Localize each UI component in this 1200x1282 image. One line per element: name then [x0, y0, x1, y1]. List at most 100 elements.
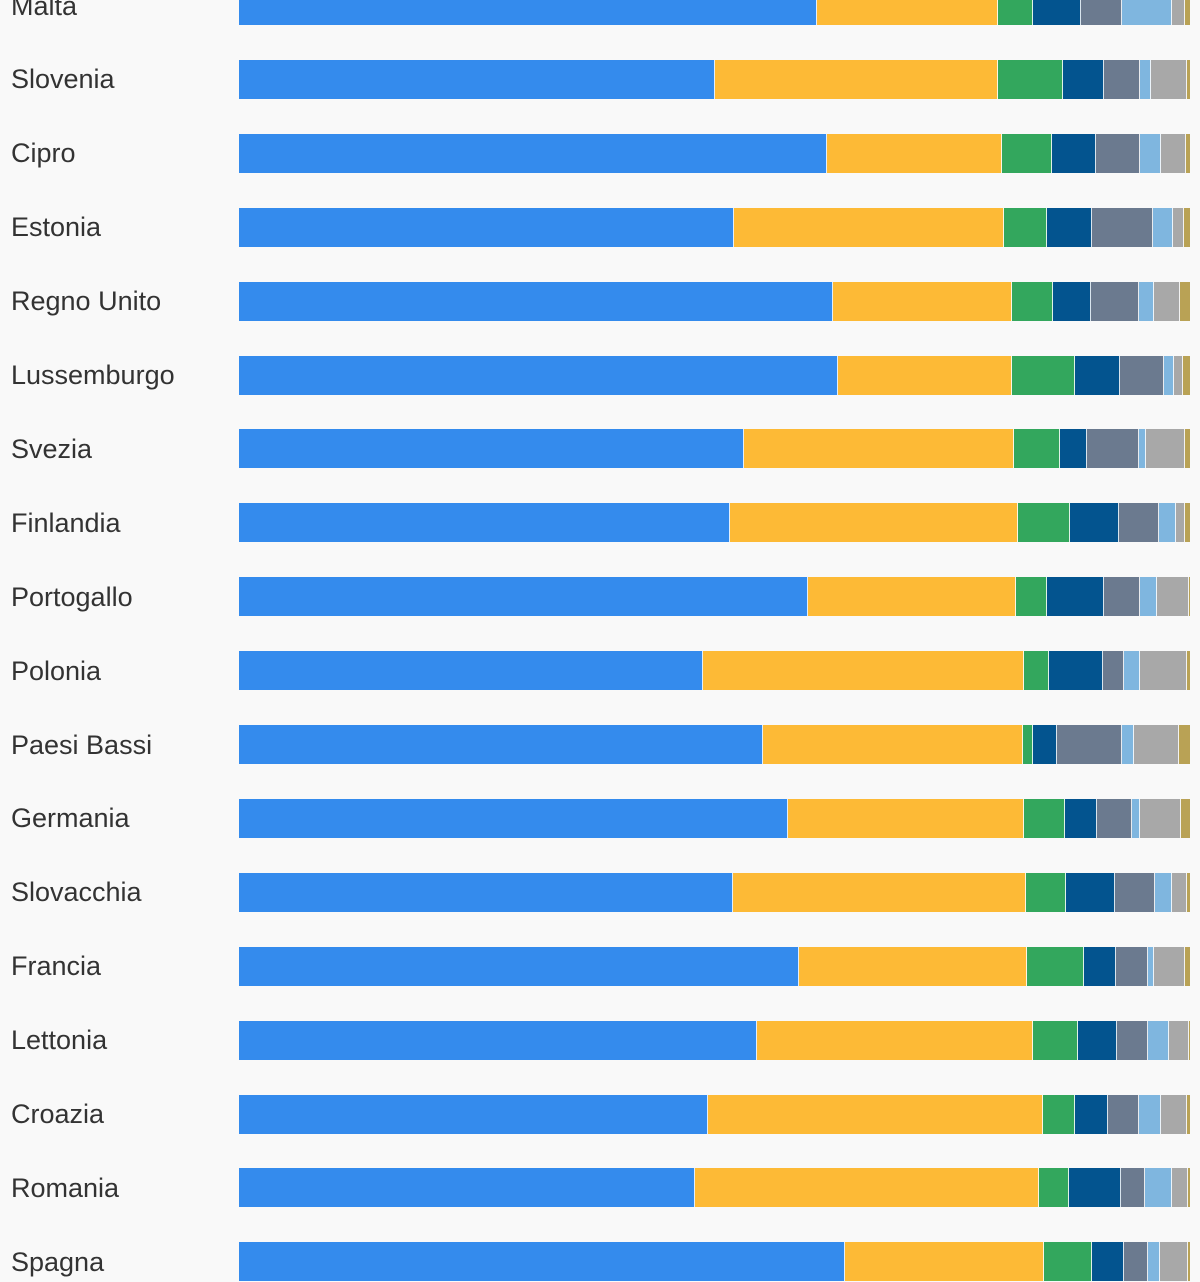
bar-segment[interactable] [1066, 872, 1115, 912]
bar-segment[interactable] [1139, 651, 1188, 691]
bar-segment[interactable] [1185, 946, 1190, 986]
bar-segment[interactable] [1118, 503, 1159, 543]
bar-segment[interactable] [1124, 651, 1140, 691]
bar-segment[interactable] [1012, 355, 1075, 395]
bar-segment[interactable] [1171, 872, 1188, 912]
bar-segment[interactable] [239, 946, 800, 986]
bar-segment[interactable] [1074, 1094, 1109, 1134]
bar-segment[interactable] [1043, 1242, 1093, 1282]
bar-segment[interactable] [1012, 281, 1054, 321]
bar-segment[interactable] [1189, 577, 1190, 617]
bar-segment[interactable] [1161, 1094, 1188, 1134]
bar-segment[interactable] [1056, 725, 1123, 764]
bar-segment[interactable] [239, 1094, 708, 1134]
bar-segment[interactable] [239, 281, 834, 321]
bar-segment[interactable] [1059, 429, 1088, 469]
bar-segment[interactable] [1138, 429, 1147, 469]
bar-segment[interactable] [239, 355, 839, 395]
bar-segment[interactable] [1124, 1242, 1149, 1282]
bar-segment[interactable] [1121, 0, 1172, 25]
bar-segment[interactable] [1185, 429, 1190, 469]
bar-segment[interactable] [1172, 207, 1185, 247]
bar-segment[interactable] [239, 872, 733, 912]
bar-segment[interactable] [1189, 1020, 1190, 1060]
bar-segment[interactable] [239, 651, 704, 691]
bar-segment[interactable] [1159, 1242, 1189, 1282]
bar-segment[interactable] [1084, 946, 1116, 986]
bar-segment[interactable] [1153, 281, 1181, 321]
bar-segment[interactable] [1188, 1168, 1190, 1208]
bar-segment[interactable] [1042, 1094, 1075, 1134]
bar-segment[interactable] [1187, 651, 1190, 691]
bar-segment[interactable] [1133, 725, 1179, 764]
bar-segment[interactable] [1139, 59, 1151, 99]
bar-segment[interactable] [1116, 1020, 1149, 1060]
bar-segment[interactable] [1153, 946, 1186, 986]
bar-segment[interactable] [1187, 872, 1190, 912]
bar-segment[interactable] [1092, 207, 1153, 247]
bar-segment[interactable] [1033, 725, 1057, 764]
bar-segment[interactable] [1151, 59, 1188, 99]
bar-segment[interactable] [1145, 1168, 1172, 1208]
bar-segment[interactable] [1015, 577, 1048, 617]
bar-segment[interactable] [763, 725, 1023, 764]
bar-segment[interactable] [239, 59, 715, 99]
bar-segment[interactable] [239, 798, 788, 838]
bar-segment[interactable] [817, 0, 998, 25]
bar-segment[interactable] [1180, 281, 1190, 321]
bar-segment[interactable] [1047, 207, 1093, 247]
bar-segment[interactable] [1148, 1242, 1160, 1282]
bar-segment[interactable] [1052, 133, 1096, 173]
bar-segment[interactable] [1148, 1020, 1170, 1060]
bar-segment[interactable] [1138, 281, 1154, 321]
bar-segment[interactable] [826, 133, 1002, 173]
bar-segment[interactable] [1120, 1168, 1146, 1208]
bar-segment[interactable] [1102, 651, 1125, 691]
bar-segment[interactable] [1017, 503, 1071, 543]
bar-segment[interactable] [1186, 133, 1190, 173]
bar-segment[interactable] [1173, 355, 1184, 395]
bar-segment[interactable] [239, 1020, 758, 1060]
bar-segment[interactable] [1053, 281, 1092, 321]
bar-segment[interactable] [1164, 355, 1174, 395]
bar-segment[interactable] [1178, 725, 1190, 764]
bar-segment[interactable] [1138, 1094, 1162, 1134]
bar-segment[interactable] [807, 577, 1016, 617]
bar-segment[interactable] [1023, 651, 1050, 691]
bar-segment[interactable] [1181, 798, 1190, 838]
bar-segment[interactable] [703, 651, 1024, 691]
bar-segment[interactable] [239, 133, 827, 173]
bar-segment[interactable] [1014, 429, 1060, 469]
bar-segment[interactable] [714, 59, 998, 99]
bar-segment[interactable] [1065, 798, 1097, 838]
bar-segment[interactable] [1087, 429, 1139, 469]
bar-segment[interactable] [1027, 946, 1085, 986]
bar-segment[interactable] [833, 281, 1013, 321]
bar-segment[interactable] [844, 1242, 1044, 1282]
bar-segment[interactable] [1184, 207, 1190, 247]
bar-segment[interactable] [1169, 1020, 1190, 1060]
bar-segment[interactable] [732, 872, 1027, 912]
bar-segment[interactable] [239, 577, 808, 617]
bar-segment[interactable] [997, 59, 1063, 99]
bar-segment[interactable] [1062, 59, 1105, 99]
bar-segment[interactable] [1033, 1020, 1078, 1060]
bar-segment[interactable] [1188, 1242, 1190, 1282]
bar-segment[interactable] [1171, 0, 1186, 25]
bar-segment[interactable] [1023, 798, 1066, 838]
bar-segment[interactable] [1077, 1020, 1117, 1060]
bar-segment[interactable] [1022, 725, 1034, 764]
bar-segment[interactable] [1003, 207, 1048, 247]
bar-segment[interactable] [239, 1242, 845, 1282]
bar-segment[interactable] [1139, 577, 1157, 617]
bar-segment[interactable] [757, 1020, 1034, 1060]
bar-segment[interactable] [1038, 1168, 1070, 1208]
bar-segment[interactable] [1148, 946, 1154, 986]
bar-segment[interactable] [1104, 577, 1140, 617]
bar-segment[interactable] [707, 1094, 1043, 1134]
bar-segment[interactable] [1104, 59, 1140, 99]
bar-segment[interactable] [239, 725, 763, 764]
bar-segment[interactable] [1131, 798, 1140, 838]
bar-segment[interactable] [1139, 133, 1161, 173]
bar-segment[interactable] [1187, 1094, 1190, 1134]
